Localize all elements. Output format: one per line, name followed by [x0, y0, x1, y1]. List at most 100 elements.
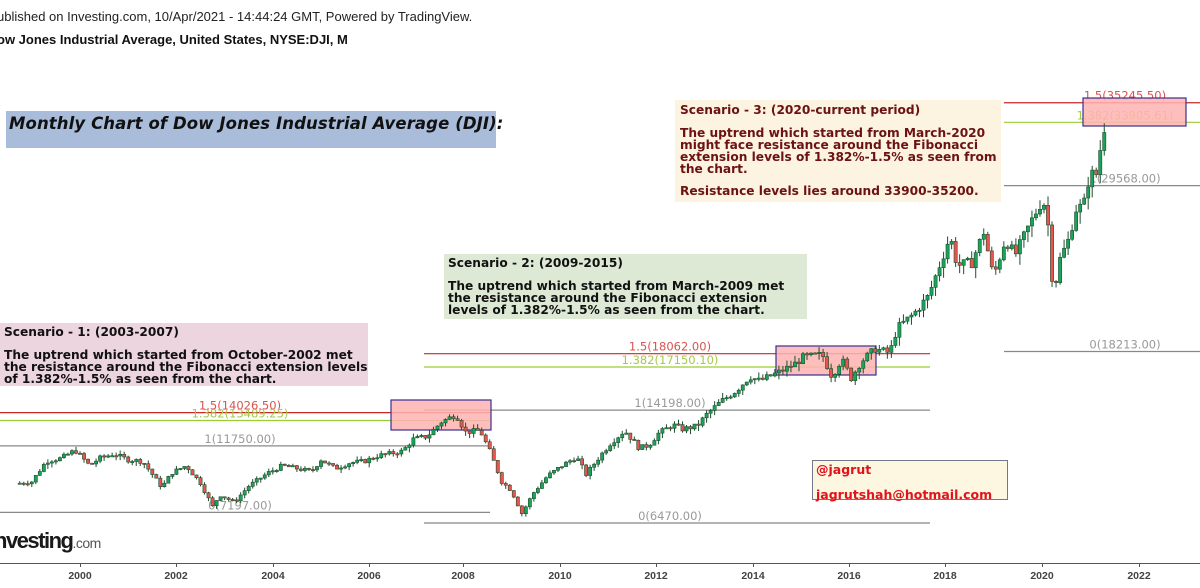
resistance-zone	[1082, 97, 1187, 127]
candle-up	[833, 374, 838, 378]
candle-down	[307, 468, 311, 470]
candle-down	[234, 499, 239, 502]
candle-up	[1026, 225, 1030, 233]
candle-up	[540, 482, 544, 489]
x-axis-line	[0, 563, 1200, 564]
candle-up	[343, 466, 348, 469]
x-tick	[753, 563, 754, 567]
candle-up	[652, 440, 657, 446]
candle-up	[178, 468, 183, 470]
candle-up	[604, 450, 609, 454]
scenario-2-heading: Scenario - 2: (2009-2015)	[448, 256, 623, 270]
candle-up	[53, 460, 58, 463]
candle-down	[230, 499, 235, 501]
candle-up	[447, 416, 452, 420]
candle-down	[463, 426, 468, 432]
candle-up	[592, 463, 597, 468]
candle-up	[407, 444, 412, 448]
candle-up	[869, 348, 874, 354]
fib-level-label: 1(29568.00)	[1089, 172, 1160, 186]
candle-up	[118, 453, 123, 457]
candle-up	[1074, 211, 1079, 231]
candle-down	[507, 484, 512, 491]
candle-down	[451, 416, 456, 420]
candle-up	[94, 460, 98, 465]
candle-up	[315, 466, 319, 471]
candle-up	[1042, 205, 1046, 210]
candle-down	[499, 472, 504, 484]
candle-down	[294, 465, 299, 470]
candle-up	[776, 369, 781, 374]
candle-up	[531, 492, 536, 499]
candle-up	[303, 468, 307, 471]
candle-up	[431, 428, 436, 436]
scenario-3-resistance: Resistance levels lies around 33900-3520…	[680, 184, 979, 198]
candle-down	[17, 482, 22, 485]
candle-up	[736, 389, 741, 394]
candle-up	[339, 467, 343, 470]
candle-down	[1054, 281, 1058, 283]
x-tick	[273, 563, 274, 567]
candle-up	[1082, 197, 1087, 205]
candle-down	[993, 266, 998, 270]
scenario-3-text: The uptrend which started from March-202…	[680, 126, 997, 176]
candle-up	[1070, 230, 1075, 240]
candle-up	[62, 453, 66, 458]
candle-up	[772, 372, 777, 377]
candle-down	[781, 369, 785, 372]
candle-up	[544, 477, 548, 484]
x-tick-label: 2016	[837, 570, 861, 582]
candle-down	[885, 347, 890, 353]
candle-down	[495, 460, 500, 473]
candle-up	[1098, 150, 1103, 175]
candle-up	[37, 471, 42, 476]
candle-up	[439, 422, 444, 427]
candle-up	[997, 259, 1002, 270]
candle-up	[877, 349, 882, 353]
scenario-1-note: Scenario - 1: (2003-2007) The uptrend wh…	[0, 323, 368, 386]
candle-up	[66, 453, 70, 456]
candle-down	[696, 423, 701, 426]
candle-down	[1094, 169, 1099, 175]
candle-down	[688, 426, 693, 430]
candle-up	[700, 417, 705, 426]
candle-up	[41, 464, 46, 472]
candle-down	[74, 450, 78, 454]
candle-up	[732, 393, 737, 398]
x-tick	[1139, 563, 1140, 567]
author-email[interactable]: jagrutshah@hotmail.com	[816, 487, 993, 502]
candle-up	[351, 462, 356, 465]
candle-down	[86, 458, 90, 464]
candle-up	[861, 360, 866, 369]
fib-level-label: 0(6470.00)	[638, 509, 702, 523]
candle-down	[628, 432, 633, 440]
candle-down	[286, 464, 291, 468]
published-info: ublished on Investing.com, 10/Apr/2021 -…	[0, 9, 473, 24]
candle-up	[793, 361, 797, 368]
candle-down	[957, 262, 962, 266]
candle-down	[299, 468, 303, 471]
candle-down	[455, 418, 460, 421]
fib-level-label: 1.5(18062.00)	[629, 340, 711, 354]
candle-down	[797, 361, 801, 364]
fib-level-label: 0(7197.00)	[208, 498, 272, 512]
candle-down	[190, 469, 195, 476]
candle-up	[399, 449, 404, 455]
x-tick	[369, 563, 370, 567]
x-tick-label: 2014	[741, 570, 765, 582]
candle-up	[1090, 169, 1095, 188]
candle-up	[166, 476, 171, 484]
candle-down	[391, 451, 396, 455]
candle-up	[1062, 247, 1066, 258]
candle-up	[1086, 186, 1091, 199]
candle-up	[905, 316, 910, 322]
candle-down	[311, 469, 315, 472]
candle-up	[375, 457, 380, 460]
candle-up	[724, 397, 729, 400]
candle-up	[588, 466, 593, 476]
candle-down	[150, 468, 155, 475]
author-credit-box: @jagrut jagrutshah@hotmail.com	[812, 460, 1008, 502]
candle-up	[616, 437, 621, 443]
candle-up	[1030, 217, 1034, 227]
chart-title-banner: Monthly Chart of Dow Jones Industrial Av…	[6, 111, 503, 148]
